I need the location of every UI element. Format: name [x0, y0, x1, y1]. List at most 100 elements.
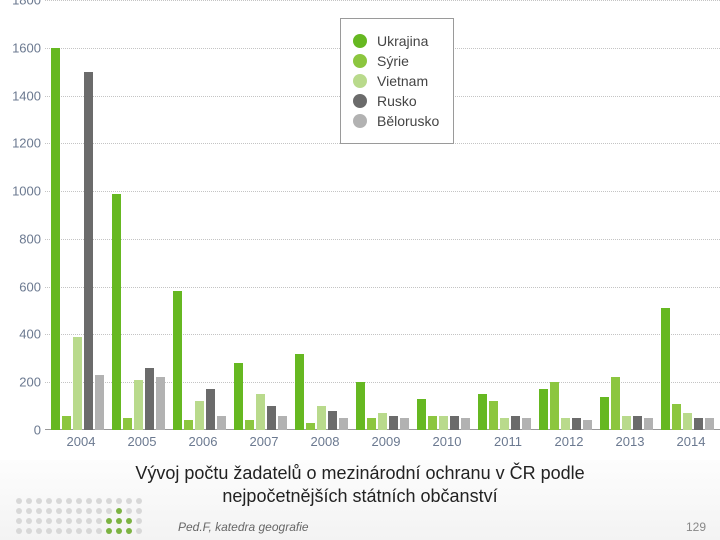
y-tick-label: 1400 [12, 88, 41, 103]
bar [378, 413, 387, 430]
x-tick-label: 2005 [112, 434, 172, 449]
bar [306, 423, 315, 430]
deco-dot [46, 518, 52, 524]
deco-dot [46, 508, 52, 514]
deco-dot [116, 518, 122, 524]
bar [511, 416, 520, 430]
legend-label: Rusko [377, 93, 417, 109]
deco-dot [136, 518, 142, 524]
deco-dot [116, 528, 122, 534]
legend-item: Rusko [353, 93, 439, 109]
bar [245, 420, 254, 430]
deco-dot [46, 528, 52, 534]
deco-dot [36, 518, 42, 524]
title-line-1: Vývoj počtu žadatelů o mezinárodní ochra… [135, 463, 584, 483]
bar [134, 380, 143, 430]
deco-dot [106, 528, 112, 534]
legend-box: UkrajinaSýrieVietnamRuskoBělorusko [340, 18, 454, 144]
bar [572, 418, 581, 430]
bar [694, 418, 703, 430]
bar [278, 416, 287, 430]
bar [644, 418, 653, 430]
bar [478, 394, 487, 430]
bar [95, 375, 104, 430]
x-tick-label: 2009 [356, 434, 416, 449]
deco-dot [106, 518, 112, 524]
deco-dot [66, 508, 72, 514]
deco-dot [96, 508, 102, 514]
deco-dot [66, 518, 72, 524]
bar [206, 389, 215, 430]
x-tick-label: 2006 [173, 434, 233, 449]
legend-item: Ukrajina [353, 33, 439, 49]
legend-swatch [353, 94, 367, 108]
bar [123, 418, 132, 430]
legend-label: Ukrajina [377, 33, 428, 49]
bar [600, 397, 609, 430]
bar [705, 418, 714, 430]
bar [51, 48, 60, 430]
bar [145, 368, 154, 430]
y-tick-label: 600 [19, 279, 41, 294]
deco-dot [76, 508, 82, 514]
y-tick-label: 400 [19, 327, 41, 342]
deco-dot [76, 518, 82, 524]
deco-dot [126, 508, 132, 514]
bar [672, 404, 681, 430]
deco-dot [56, 518, 62, 524]
title-line-2: nejpočetnějších státních občanství [222, 486, 497, 506]
bar [217, 416, 226, 430]
chart-area: 020040060080010001200140016001800 200420… [0, 0, 720, 460]
legend-label: Sýrie [377, 53, 409, 69]
deco-dot [56, 508, 62, 514]
y-axis: 020040060080010001200140016001800 [0, 0, 45, 430]
bar [522, 418, 531, 430]
bar [195, 401, 204, 430]
bar [156, 377, 165, 430]
legend-swatch [353, 54, 367, 68]
deco-dot [136, 508, 142, 514]
deco-dot [36, 528, 42, 534]
y-tick-label: 1000 [12, 184, 41, 199]
bar [461, 418, 470, 430]
x-tick-label: 2011 [478, 434, 538, 449]
bar [489, 401, 498, 430]
bar [112, 194, 121, 431]
bar [633, 416, 642, 430]
deco-dot [56, 528, 62, 534]
deco-dot [126, 518, 132, 524]
legend-swatch [353, 34, 367, 48]
x-tick-label: 2013 [600, 434, 660, 449]
x-tick-label: 2010 [417, 434, 477, 449]
bar [84, 72, 93, 430]
bar [417, 399, 426, 430]
deco-dot [66, 528, 72, 534]
bar [295, 354, 304, 430]
bar [539, 389, 548, 430]
bar [184, 420, 193, 430]
y-tick-label: 1600 [12, 40, 41, 55]
deco-dot [96, 528, 102, 534]
bar [428, 416, 437, 430]
bar [234, 363, 243, 430]
deco-dot [86, 528, 92, 534]
x-tick-label: 2014 [661, 434, 720, 449]
deco-dot [16, 528, 22, 534]
deco-dot [136, 528, 142, 534]
bar [62, 416, 71, 430]
bar [367, 418, 376, 430]
bar [267, 406, 276, 430]
bar [173, 291, 182, 430]
bar [611, 377, 620, 430]
bar [73, 337, 82, 430]
deco-dot [126, 528, 132, 534]
legend-swatch [353, 74, 367, 88]
deco-dot [86, 518, 92, 524]
x-tick-label: 2007 [234, 434, 294, 449]
y-tick-label: 0 [34, 423, 41, 438]
bar [317, 406, 326, 430]
deco-dot [116, 508, 122, 514]
bar [328, 411, 337, 430]
footer-bar: Vývoj počtu žadatelů o mezinárodní ochra… [0, 460, 720, 540]
bar [356, 382, 365, 430]
